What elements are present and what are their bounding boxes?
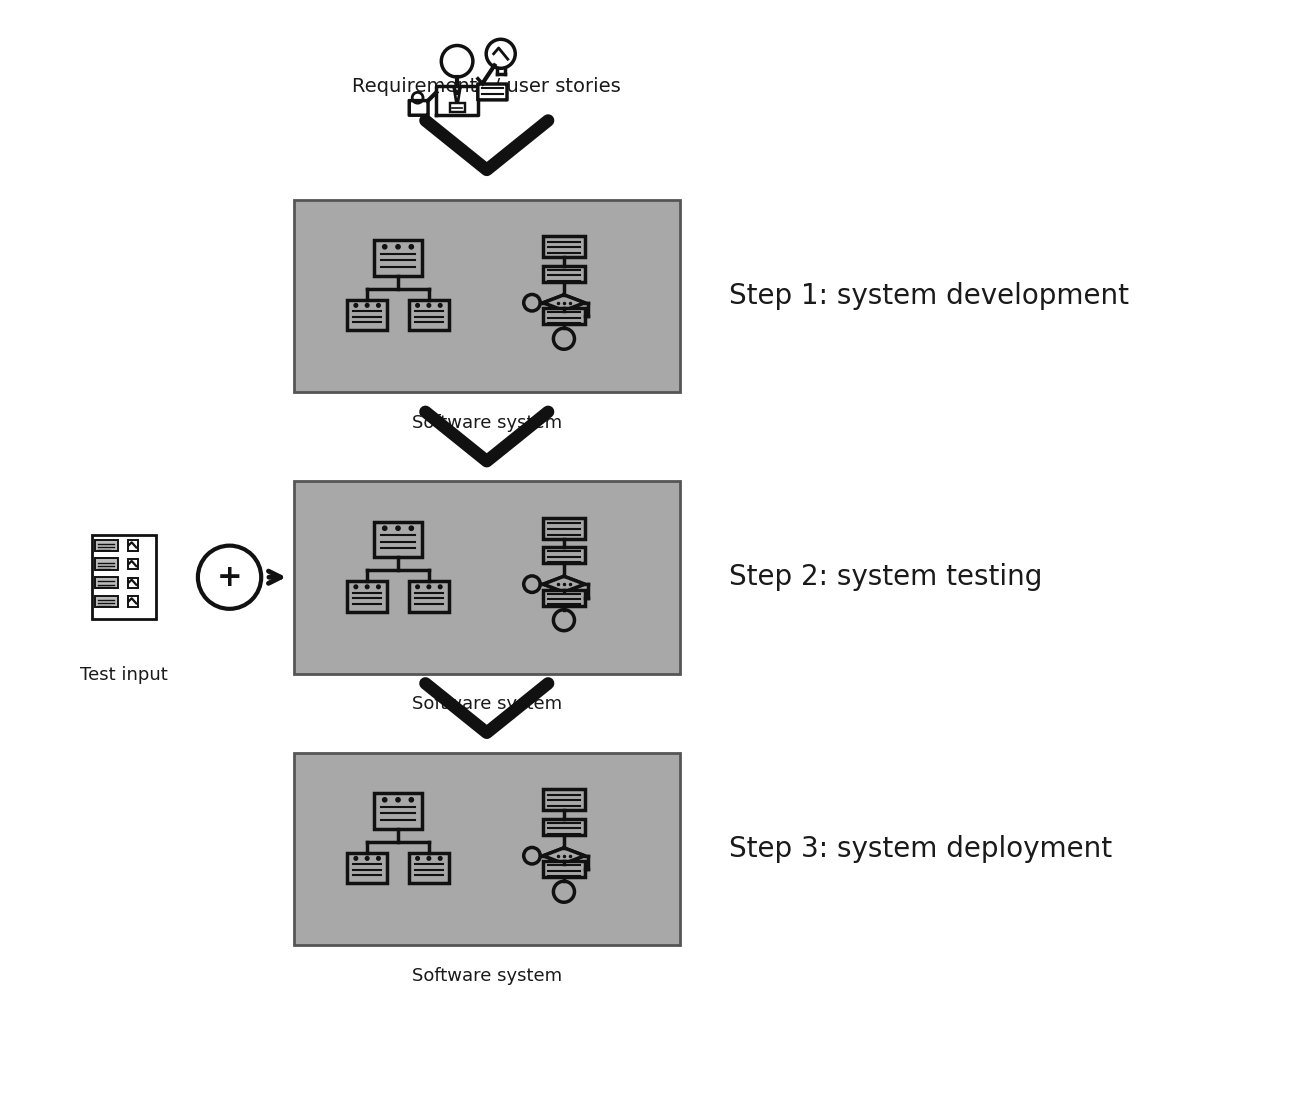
- Circle shape: [427, 303, 431, 307]
- FancyBboxPatch shape: [95, 577, 118, 589]
- FancyBboxPatch shape: [91, 536, 156, 619]
- Circle shape: [427, 857, 431, 860]
- FancyBboxPatch shape: [375, 522, 422, 558]
- Text: Step 1: system development: Step 1: system development: [729, 282, 1129, 310]
- FancyBboxPatch shape: [477, 84, 507, 100]
- Circle shape: [377, 585, 380, 589]
- FancyBboxPatch shape: [544, 309, 584, 324]
- Circle shape: [416, 303, 419, 307]
- Circle shape: [366, 303, 369, 307]
- Circle shape: [396, 244, 401, 249]
- Circle shape: [382, 798, 386, 802]
- Text: Step 3: system deployment: Step 3: system deployment: [729, 834, 1112, 863]
- Text: Requirements / user stories: Requirements / user stories: [353, 77, 621, 96]
- FancyBboxPatch shape: [347, 581, 388, 611]
- Text: Software system: Software system: [411, 695, 562, 713]
- Circle shape: [438, 585, 442, 589]
- FancyBboxPatch shape: [409, 300, 449, 330]
- FancyBboxPatch shape: [294, 752, 679, 945]
- FancyBboxPatch shape: [95, 558, 118, 570]
- FancyBboxPatch shape: [544, 518, 584, 539]
- FancyBboxPatch shape: [409, 581, 449, 611]
- Circle shape: [427, 585, 431, 589]
- Circle shape: [410, 244, 414, 249]
- FancyBboxPatch shape: [347, 300, 388, 330]
- Polygon shape: [544, 848, 584, 863]
- Circle shape: [396, 527, 401, 530]
- Circle shape: [354, 585, 358, 589]
- FancyBboxPatch shape: [294, 481, 679, 673]
- FancyBboxPatch shape: [347, 853, 388, 883]
- Text: +: +: [217, 563, 242, 592]
- FancyBboxPatch shape: [127, 578, 138, 588]
- Circle shape: [410, 527, 414, 530]
- Circle shape: [377, 303, 380, 307]
- Text: Step 2: system testing: Step 2: system testing: [729, 563, 1042, 591]
- FancyBboxPatch shape: [544, 266, 584, 282]
- FancyBboxPatch shape: [127, 597, 138, 607]
- FancyBboxPatch shape: [95, 540, 118, 551]
- FancyBboxPatch shape: [544, 590, 584, 605]
- FancyBboxPatch shape: [544, 548, 584, 563]
- Circle shape: [416, 585, 419, 589]
- FancyBboxPatch shape: [294, 200, 679, 392]
- Circle shape: [354, 303, 358, 307]
- FancyBboxPatch shape: [544, 861, 584, 877]
- Circle shape: [354, 857, 358, 860]
- Circle shape: [438, 857, 442, 860]
- FancyBboxPatch shape: [544, 819, 584, 834]
- Circle shape: [438, 303, 442, 307]
- Circle shape: [382, 527, 386, 530]
- Circle shape: [410, 798, 414, 802]
- Circle shape: [377, 857, 380, 860]
- FancyBboxPatch shape: [375, 793, 422, 829]
- Text: Test input: Test input: [79, 667, 168, 684]
- Polygon shape: [544, 294, 584, 311]
- Circle shape: [382, 244, 386, 249]
- FancyBboxPatch shape: [127, 540, 138, 551]
- FancyBboxPatch shape: [95, 595, 118, 607]
- FancyBboxPatch shape: [410, 101, 428, 116]
- FancyBboxPatch shape: [544, 790, 584, 810]
- FancyBboxPatch shape: [544, 237, 584, 257]
- Text: Software system: Software system: [411, 413, 562, 432]
- Circle shape: [396, 798, 401, 802]
- FancyBboxPatch shape: [375, 240, 422, 276]
- Circle shape: [366, 857, 369, 860]
- Text: Software system: Software system: [411, 967, 562, 984]
- FancyBboxPatch shape: [450, 102, 464, 112]
- FancyBboxPatch shape: [409, 853, 449, 883]
- FancyBboxPatch shape: [127, 559, 138, 569]
- Polygon shape: [544, 577, 584, 592]
- Circle shape: [366, 585, 369, 589]
- Circle shape: [416, 857, 419, 860]
